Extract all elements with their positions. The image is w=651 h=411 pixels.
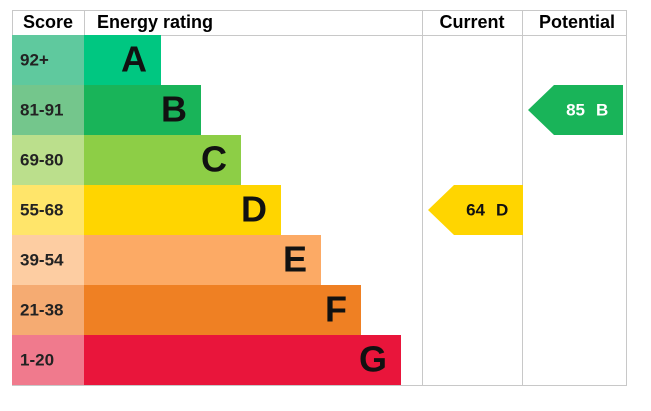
score-label: 69-80	[20, 150, 63, 169]
score-label: 39-54	[20, 250, 64, 269]
potential-letter: B	[596, 100, 608, 119]
score-label: 21-38	[20, 300, 63, 319]
score-cell	[12, 135, 84, 185]
potential-value: 85	[566, 100, 585, 119]
rating-letter: E	[283, 239, 307, 280]
score-cell	[12, 335, 84, 385]
score-label: 92+	[20, 50, 49, 69]
header: Score	[23, 12, 73, 32]
rating-bar	[84, 85, 201, 135]
rating-bar	[84, 335, 401, 385]
rating-bar	[84, 185, 281, 235]
rating-bar	[84, 285, 361, 335]
header: Current	[439, 12, 504, 32]
score-label: 55-68	[20, 200, 63, 219]
header: Potential	[539, 12, 615, 32]
score-cell	[12, 35, 84, 85]
rating-letter: B	[161, 89, 187, 130]
rating-bar	[84, 135, 241, 185]
score-label: 1-20	[20, 350, 54, 369]
header: Energy rating	[97, 12, 213, 32]
score-cell	[12, 85, 84, 135]
rating-letter: C	[201, 139, 227, 180]
rating-bar	[84, 235, 321, 285]
current-value: 64	[466, 200, 485, 219]
rating-bar	[84, 35, 161, 85]
score-cell	[12, 235, 84, 285]
rating-letter: F	[325, 289, 347, 330]
score-label: 81-91	[20, 100, 63, 119]
current-arrow	[428, 185, 523, 235]
potential-arrow	[528, 85, 623, 135]
score-cell	[12, 185, 84, 235]
current-letter: D	[496, 200, 508, 219]
score-cell	[12, 285, 84, 335]
rating-letter: A	[121, 39, 147, 80]
rating-letter: D	[241, 189, 267, 230]
rating-letter: G	[359, 339, 387, 380]
